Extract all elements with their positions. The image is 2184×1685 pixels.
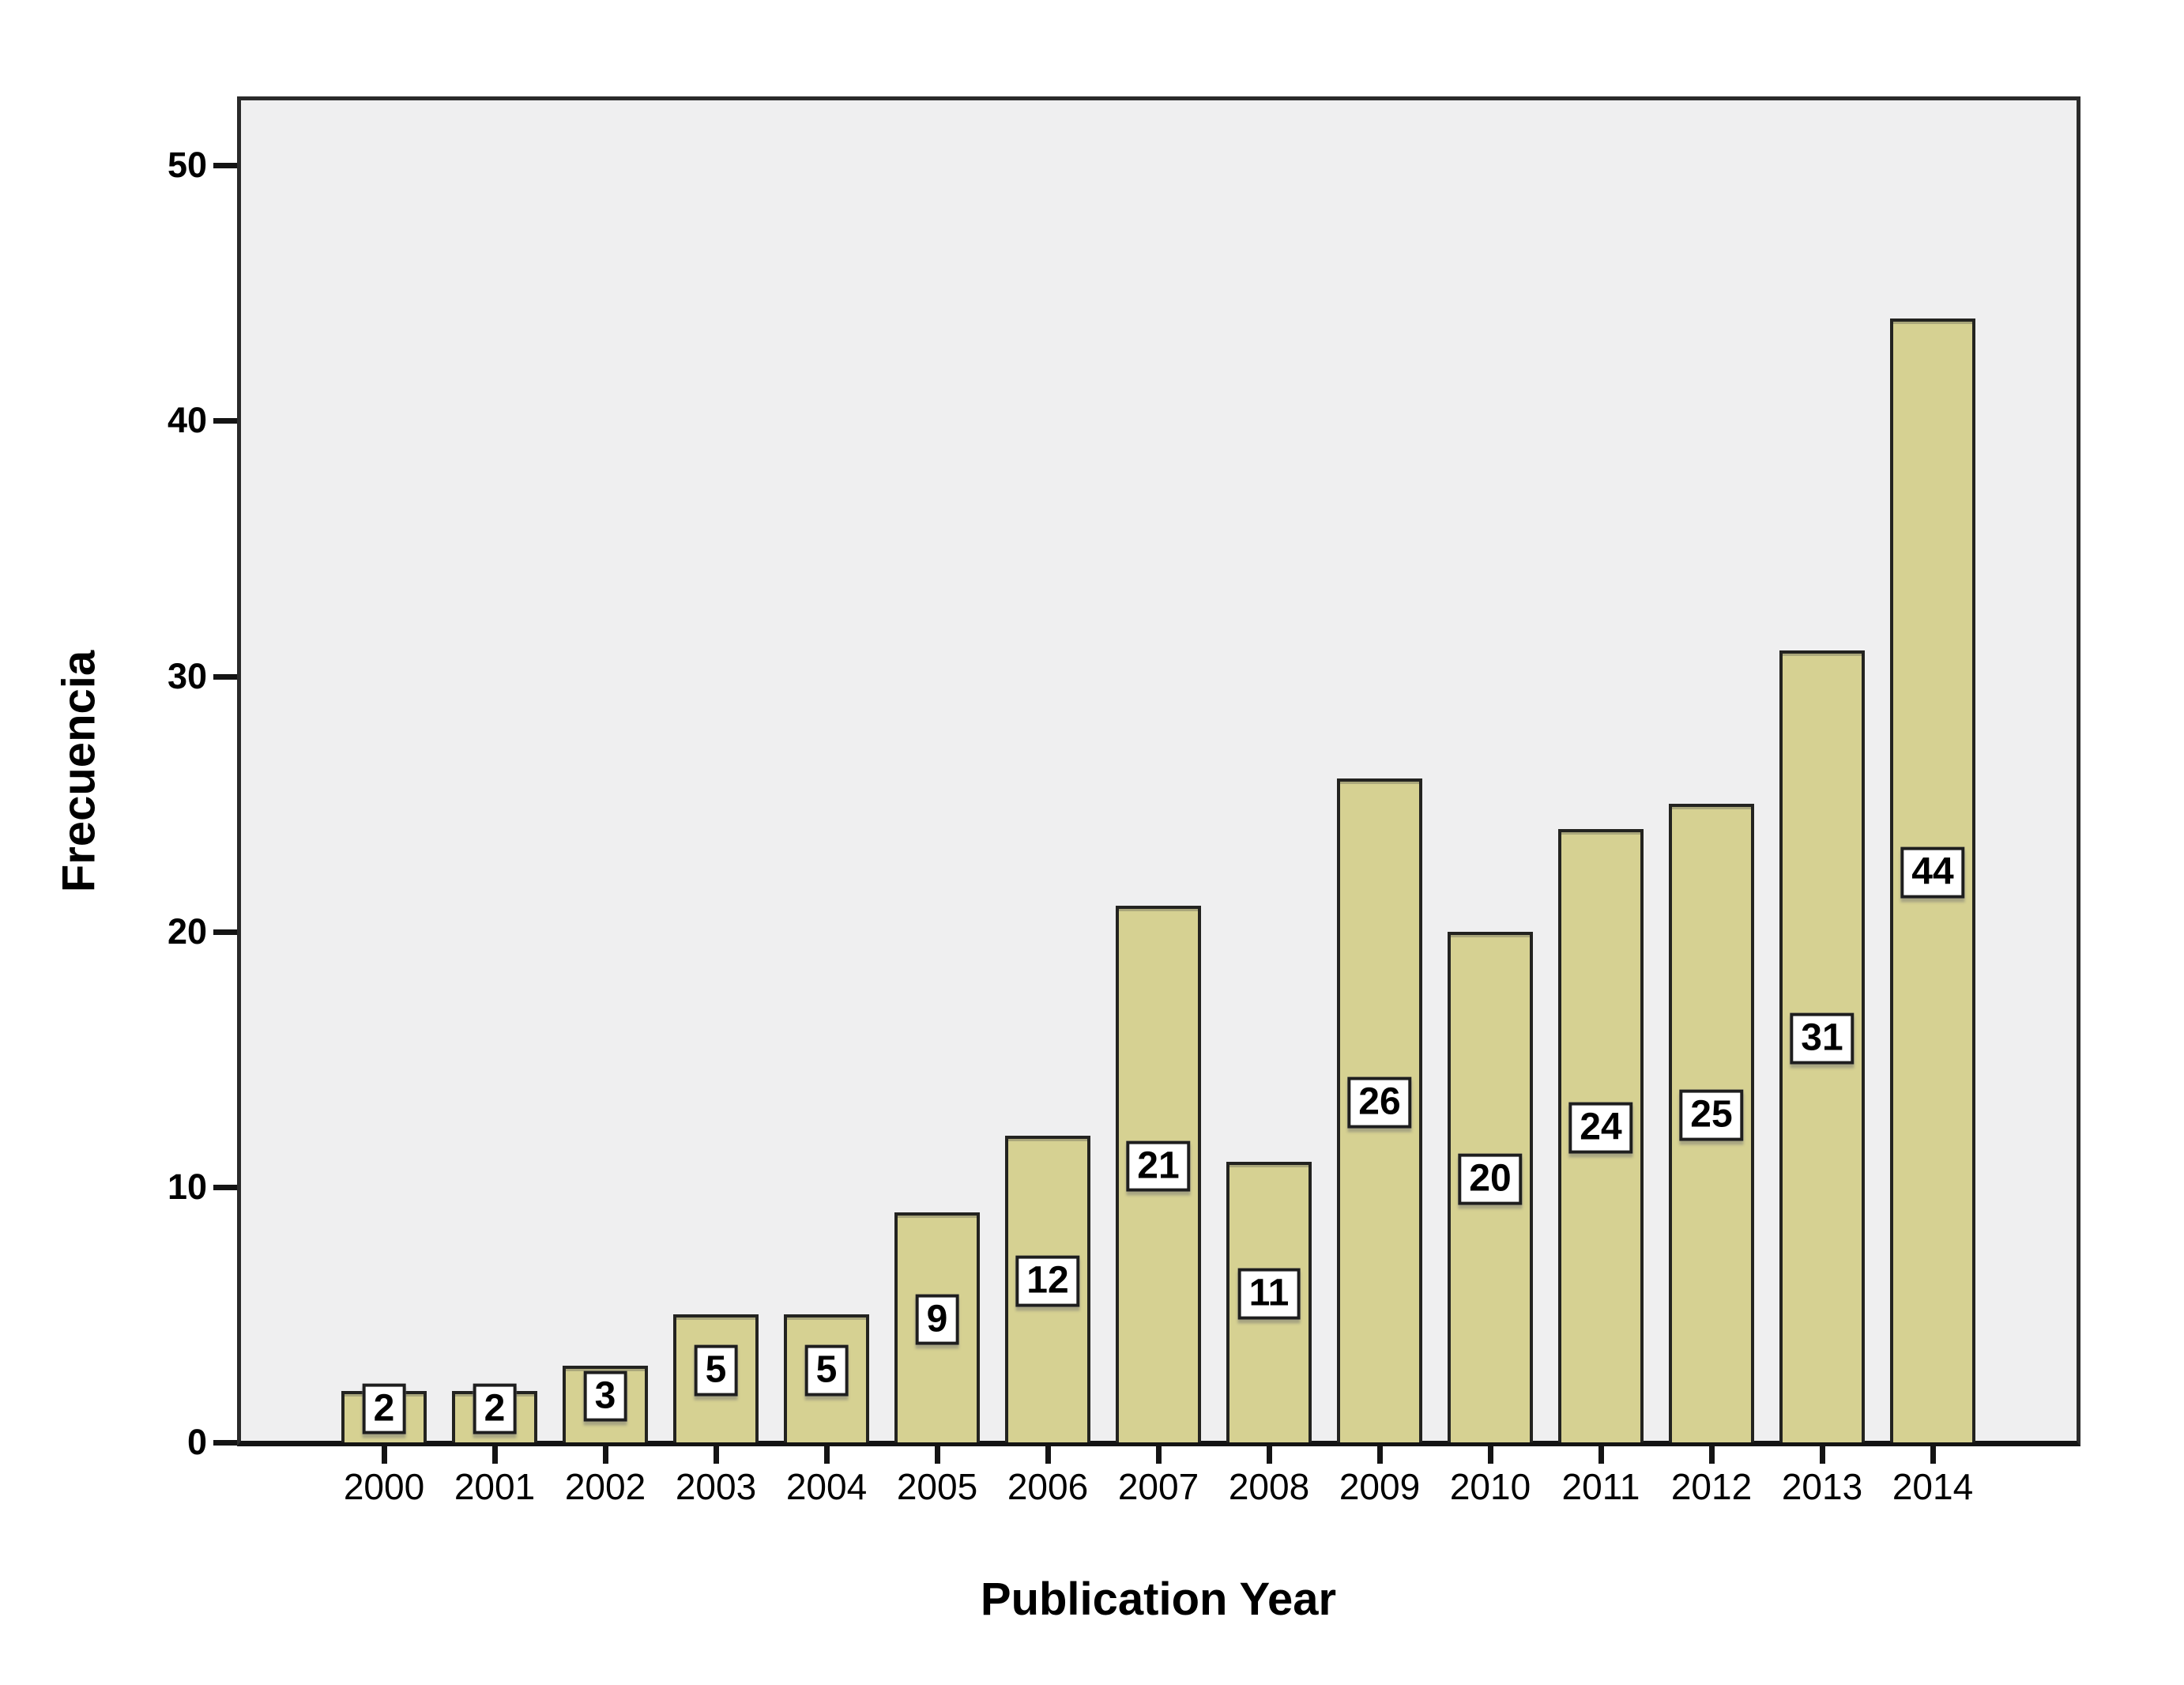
bar-2005 [894, 1212, 980, 1442]
bar-value-label-2003: 5 [694, 1344, 738, 1397]
x-tick-2009 [1377, 1442, 1383, 1464]
x-tick-2011 [1598, 1442, 1604, 1464]
x-tick-label-2008: 2008 [1228, 1466, 1310, 1507]
bar-value-label-2002: 3 [583, 1370, 627, 1422]
x-tick-2001 [492, 1442, 498, 1464]
x-tick-2010 [1488, 1442, 1493, 1464]
y-tick-label-0: 0 [186, 1422, 207, 1462]
x-tick-label-2014: 2014 [1892, 1466, 1974, 1507]
y-tick-50 [213, 163, 237, 169]
bar-value-label-2011: 24 [1568, 1102, 1633, 1154]
x-tick-2012 [1709, 1442, 1715, 1464]
bar-value-label-2010: 20 [1458, 1153, 1523, 1205]
bar-value-label-2005: 9 [915, 1294, 959, 1345]
y-tick-0 [213, 1440, 237, 1446]
x-tick-label-2005: 2005 [896, 1466, 978, 1507]
x-tick-2013 [1820, 1442, 1825, 1464]
y-tick-30 [213, 673, 237, 680]
x-tick-label-2002: 2002 [564, 1466, 646, 1507]
y-tick-10 [213, 1184, 237, 1190]
x-tick-2006 [1045, 1442, 1051, 1464]
x-tick-label-2007: 2007 [1117, 1466, 1199, 1507]
x-tick-label-2012: 2012 [1670, 1466, 1753, 1507]
x-tick-2002 [603, 1442, 608, 1464]
y-tick-label-40: 40 [167, 400, 207, 441]
y-tick-label-10: 10 [167, 1166, 207, 1207]
x-tick-2000 [382, 1442, 387, 1464]
x-tick-2003 [714, 1442, 719, 1464]
x-tick-2004 [824, 1442, 830, 1464]
bar-value-label-2004: 5 [804, 1344, 849, 1397]
bar-value-label-2001: 2 [473, 1383, 517, 1435]
bar-value-label-2009: 26 [1347, 1076, 1412, 1129]
x-tick-label-2013: 2013 [1781, 1466, 1863, 1507]
x-tick-label-2011: 2011 [1561, 1466, 1640, 1507]
y-tick-40 [213, 418, 237, 424]
bar-value-label-2000: 2 [362, 1383, 406, 1435]
y-axis-title: Frecuencia [53, 650, 105, 893]
x-tick-2005 [935, 1442, 940, 1464]
x-tick-2007 [1156, 1442, 1162, 1464]
bar-value-label-2006: 12 [1015, 1255, 1080, 1307]
bar-value-label-2008: 11 [1237, 1268, 1301, 1320]
x-tick-2008 [1267, 1442, 1272, 1464]
y-tick-label-20: 20 [167, 910, 207, 952]
x-tick-label-2001: 2001 [454, 1466, 536, 1507]
x-tick-label-2009: 2009 [1339, 1466, 1421, 1507]
y-tick-label-50: 50 [167, 145, 207, 186]
x-tick-label-2003: 2003 [675, 1466, 757, 1507]
x-tick-label-2000: 2000 [343, 1466, 425, 1507]
bar-value-label-2014: 44 [1900, 846, 1965, 899]
x-tick-label-2010: 2010 [1449, 1466, 1531, 1507]
x-tick-2014 [1930, 1442, 1936, 1464]
y-tick-20 [213, 929, 237, 935]
x-tick-label-2006: 2006 [1007, 1466, 1089, 1507]
x-tick-label-2004: 2004 [785, 1466, 868, 1507]
x-axis-title: Publication Year [980, 1574, 1337, 1625]
bar-value-label-2007: 21 [1126, 1140, 1191, 1193]
y-tick-label-30: 30 [167, 655, 207, 696]
bar-value-label-2012: 25 [1679, 1089, 1744, 1141]
bar-value-label-2013: 31 [1790, 1012, 1855, 1065]
